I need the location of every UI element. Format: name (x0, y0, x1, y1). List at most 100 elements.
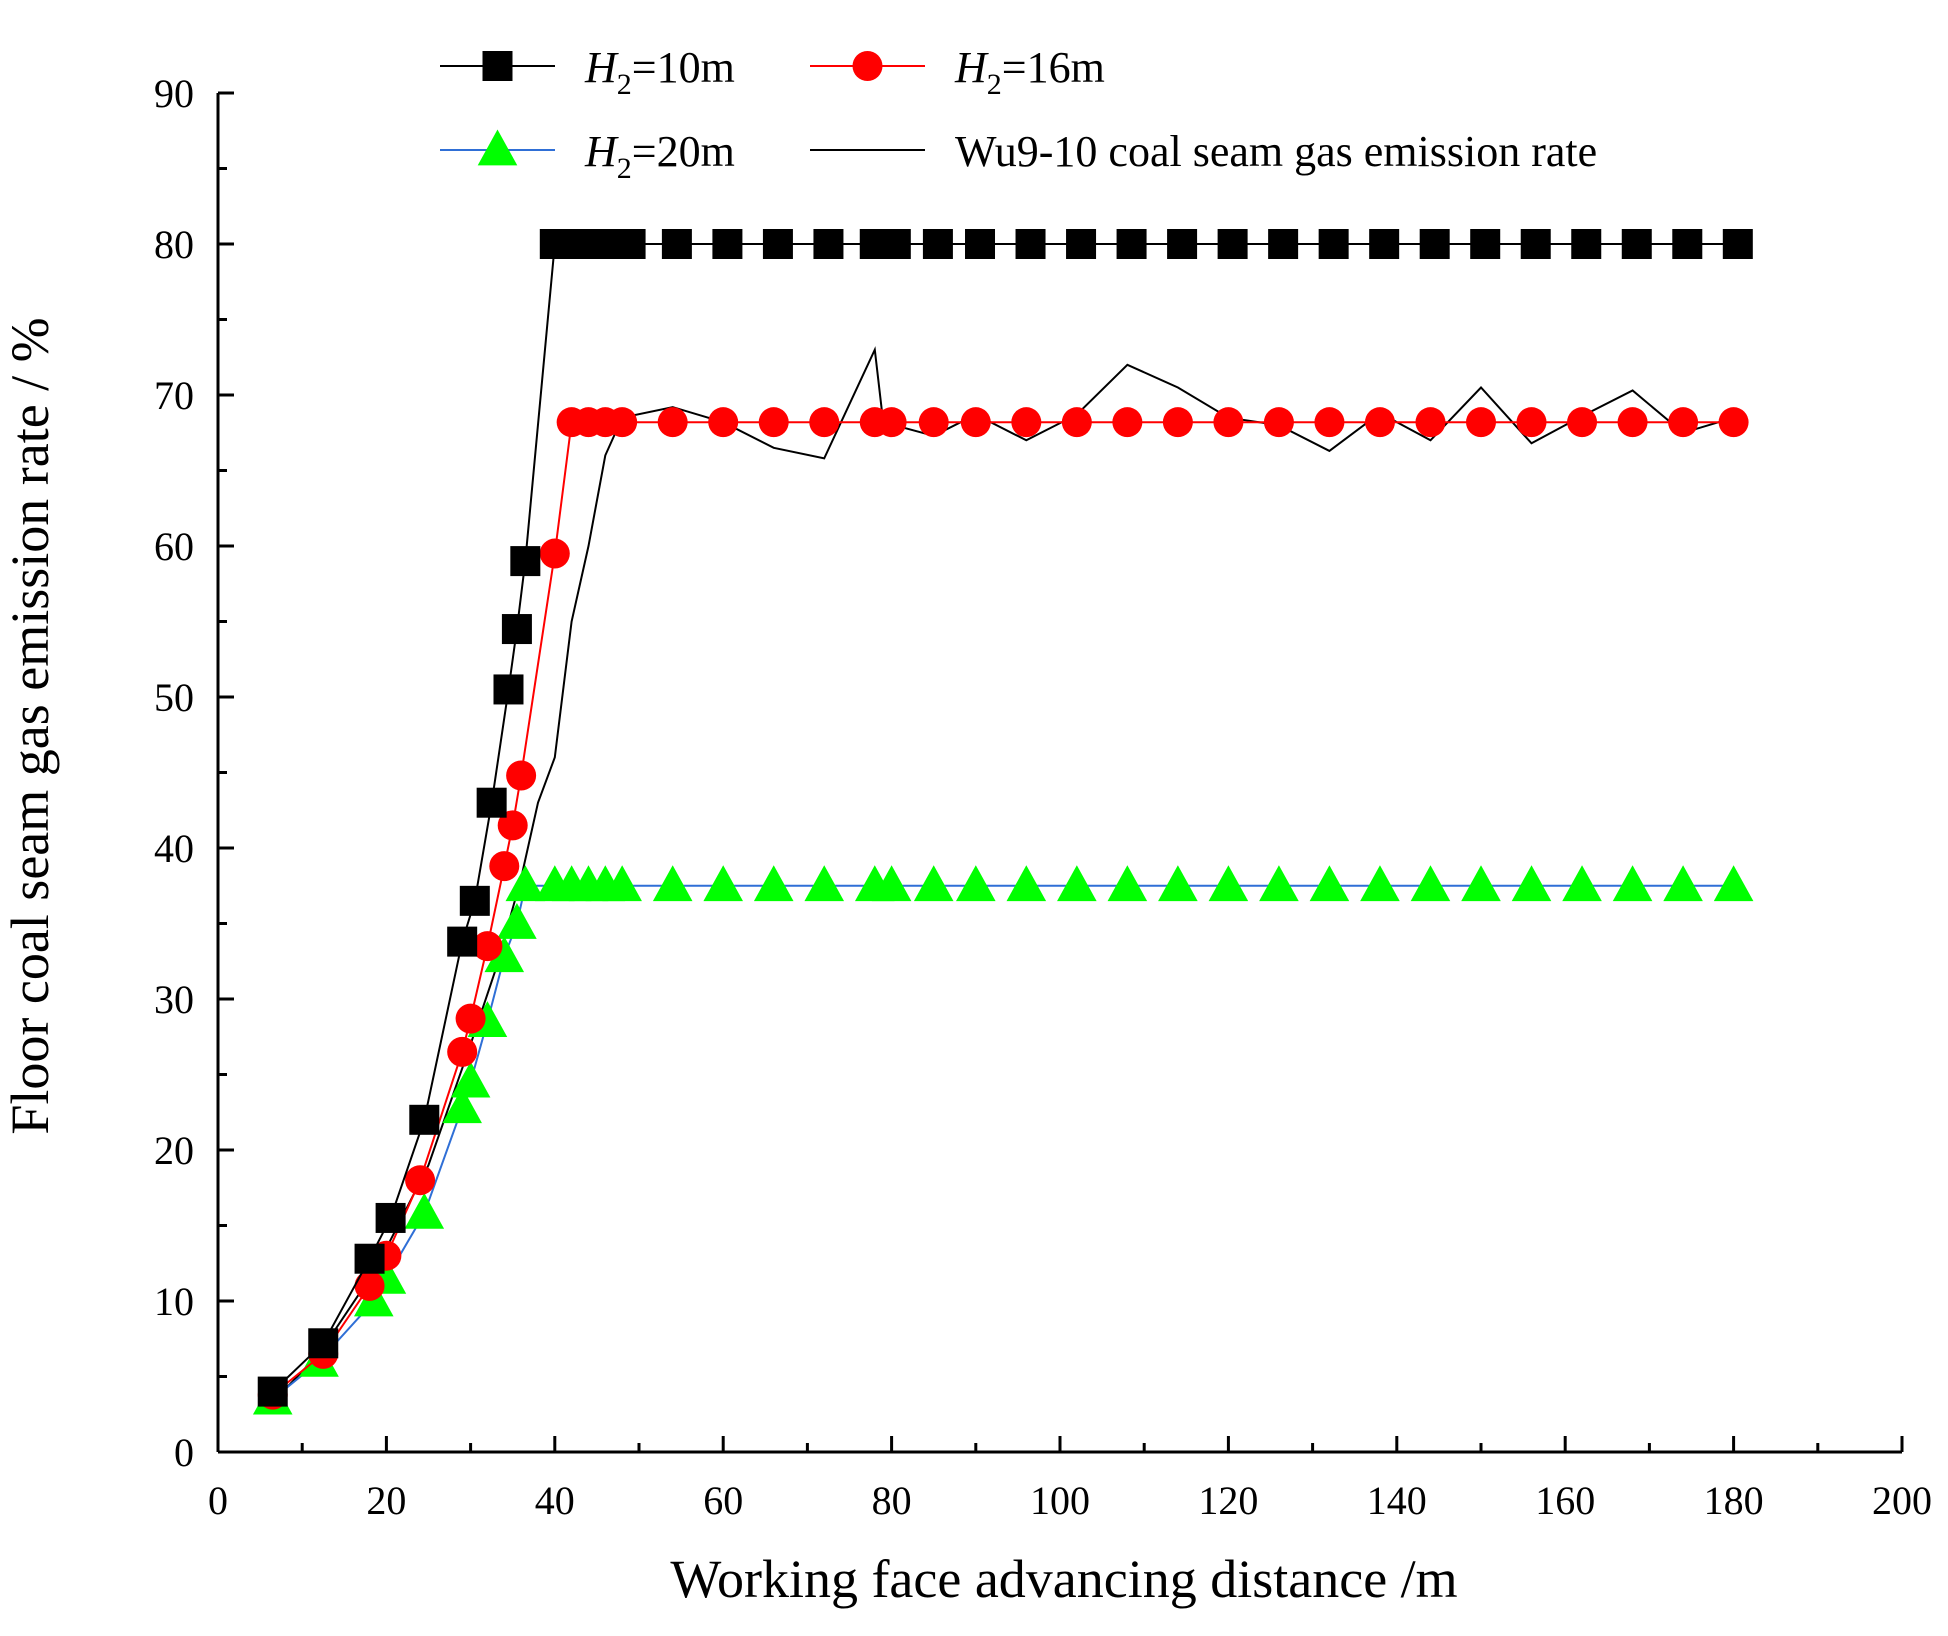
data-point (1167, 229, 1198, 259)
data-point (809, 407, 840, 438)
y-tick-label: 0 (174, 1430, 194, 1475)
data-point (501, 614, 532, 645)
data-point (762, 229, 793, 259)
x-tick-label: 60 (703, 1478, 743, 1523)
x-tick-label: 180 (1704, 1478, 1764, 1523)
data-point (657, 407, 688, 438)
data-point (409, 1104, 440, 1135)
data-point (1268, 229, 1299, 259)
data-point (602, 865, 642, 902)
data-point (1617, 407, 1648, 438)
legend-label-var: H (954, 43, 989, 92)
data-point (956, 865, 996, 902)
data-point (1672, 229, 1703, 259)
y-axis-title-group: Floor coal seam gas emission rate / % (0, 317, 60, 1134)
x-tick-label: 20 (366, 1478, 406, 1523)
data-point (1562, 865, 1602, 902)
legend-label: Wu9-10 coal seam gas emission rate (955, 127, 1597, 176)
data-point (753, 865, 794, 902)
data-point (758, 407, 789, 438)
y-axis-title: Floor coal seam gas emission rate / % (0, 317, 60, 1134)
data-point (405, 1165, 436, 1196)
data-point (1011, 407, 1042, 438)
x-tick-label: 120 (1198, 1478, 1258, 1523)
y-tick-label: 70 (154, 373, 194, 418)
series-1 (257, 229, 1753, 1407)
data-point (1511, 865, 1552, 902)
data-point (703, 865, 743, 902)
data-point (450, 1061, 491, 1098)
x-tick-label: 80 (872, 1478, 912, 1523)
data-point (880, 229, 911, 259)
data-point (1057, 865, 1097, 902)
data-point (1571, 229, 1602, 259)
data-point (1360, 865, 1400, 902)
data-point (493, 674, 524, 705)
series-line (267, 346, 1734, 1408)
data-point (447, 926, 478, 957)
data-point (1162, 407, 1193, 438)
y-tick-label: 10 (154, 1279, 194, 1324)
series-4 (267, 346, 1734, 1408)
series-line (272, 421, 1734, 1396)
x-tick-label: 0 (208, 1478, 228, 1523)
data-point (1466, 407, 1496, 438)
data-point (661, 229, 692, 259)
data-point (1112, 407, 1143, 438)
legend-marker (477, 129, 518, 166)
data-point (1713, 865, 1754, 902)
legend-item-1: H2=10m (440, 43, 735, 101)
data-point (442, 1087, 482, 1124)
data-point (505, 865, 546, 902)
legend-label-subscript: 2 (617, 68, 632, 101)
data-point (497, 810, 528, 841)
data-point (913, 865, 954, 902)
data-point (1369, 229, 1400, 259)
data-point (1470, 229, 1501, 259)
data-point (1015, 229, 1046, 259)
data-point (308, 1328, 339, 1359)
x-tick-label: 140 (1367, 1478, 1427, 1523)
legend-label: H2=20m (584, 127, 735, 185)
data-point (1213, 407, 1244, 438)
data-point (1612, 865, 1653, 902)
legend-label: H2=10m (584, 43, 735, 101)
data-point (1158, 865, 1198, 902)
data-point (960, 407, 991, 438)
data-point (1663, 865, 1703, 902)
data-point (1520, 229, 1551, 259)
data-point (455, 1003, 486, 1034)
data-point (1116, 229, 1147, 259)
legend-label-subscript: 2 (617, 152, 632, 185)
data-point (476, 787, 507, 818)
data-point (1309, 865, 1350, 902)
data-point (1006, 865, 1047, 902)
y-tick-label: 80 (154, 222, 194, 267)
legend-item-3: H2=20m (440, 127, 735, 185)
legend-item-4: Wu9-10 coal seam gas emission rate (810, 127, 1597, 176)
data-point (1066, 229, 1097, 259)
data-point (1107, 865, 1148, 902)
data-point (1722, 229, 1753, 259)
y-tick-label: 60 (154, 524, 194, 569)
data-point (607, 407, 638, 438)
data-point (459, 885, 490, 916)
legend-marker (482, 51, 513, 81)
data-point (1208, 865, 1249, 902)
data-point (1419, 229, 1450, 259)
legend-label-value: =10m (632, 43, 735, 92)
data-point (375, 1202, 406, 1233)
data-point (965, 229, 996, 259)
data-point (1461, 865, 1501, 902)
data-point (922, 229, 953, 259)
data-point (1718, 407, 1749, 438)
data-point (1668, 407, 1699, 438)
data-point (1061, 407, 1092, 438)
data-point (1364, 407, 1395, 438)
data-point (354, 1270, 385, 1301)
x-tick-label: 160 (1535, 1478, 1595, 1523)
data-point (1259, 865, 1299, 902)
data-point (813, 229, 844, 259)
